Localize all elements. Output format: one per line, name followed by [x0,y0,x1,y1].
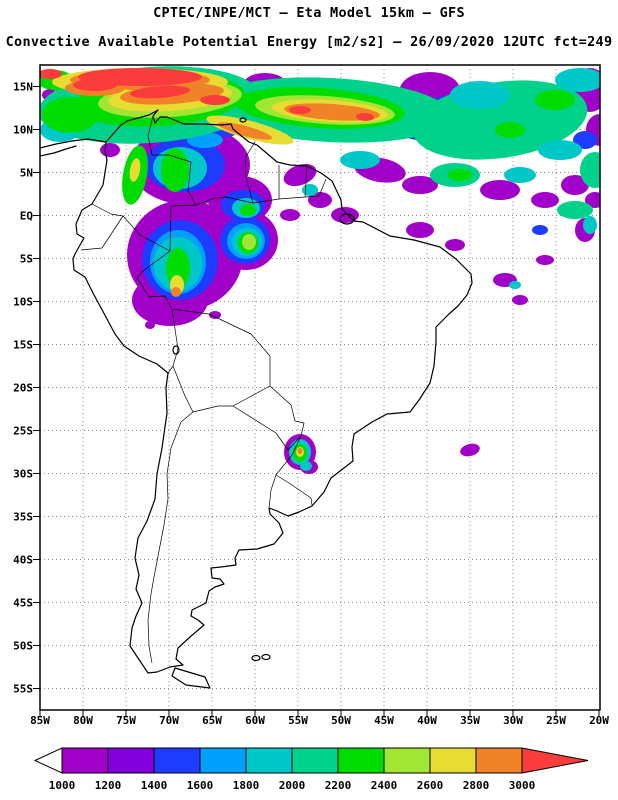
lon-label: 45W [374,714,394,727]
central-america-coastline [40,138,107,157]
colorbar-segment [429,747,477,774]
country-borders [80,115,327,664]
lat-label: 15N [13,81,33,94]
colorbar-segment [383,747,431,774]
lon-label: 60W [245,714,265,727]
lat-label: EQ [20,210,34,223]
cape-colorbar: 1000 1200 1400 1600 1800 2000 2200 2400 … [33,747,589,792]
lon-label: 70W [159,714,179,727]
colorbar-label: 3000 [509,779,536,792]
lat-label: 30S [13,468,33,481]
latitude-labels: 15N 10N 5N EQ 5S 10S 15S 20S 25S 30S 35S… [13,81,33,696]
colorbar-segment [337,747,385,774]
lon-label: 25W [546,714,566,727]
lon-label: 35W [460,714,480,727]
lon-label: 65W [202,714,222,727]
latitude-ticks [33,86,40,689]
lon-label: 20W [589,714,609,727]
colorbar-label: 1400 [141,779,168,792]
lon-label: 50W [331,714,351,727]
colorbar-segment [107,747,155,774]
colorbar-arrow-high [521,747,589,774]
lat-label: 10S [13,296,33,309]
lat-label: 40S [13,554,33,567]
colorbar-label: 1600 [187,779,214,792]
colorbar-segment [61,747,109,774]
lon-label: 55W [288,714,308,727]
lon-label: 75W [116,714,136,727]
south-america-coastline [72,109,473,674]
lat-label: 20S [13,382,33,395]
graticule-grid [40,65,600,710]
map-frame [39,64,601,711]
colorbar-label: 1200 [95,779,122,792]
colorbar-label: 2600 [417,779,444,792]
cape-shaded-field [40,66,600,474]
lon-label: 30W [503,714,523,727]
page-title: CPTEC/INPE/MCT – Eta Model 15km – GFS [153,5,465,21]
colorbar-label: 1800 [233,779,260,792]
lat-label: 50S [13,640,33,653]
longitude-labels: 85W 80W 75W 70W 65W 60W 55W 50W 45W 40W … [30,714,609,727]
lat-label: 5S [20,253,33,266]
colorbar-segment [245,747,293,774]
lat-label: 55S [13,683,33,696]
colorbar-label: 2000 [279,779,306,792]
colorbar-arrow-low [33,747,63,774]
colorbar-labels: 1000 1200 1400 1600 1800 2000 2200 2400 … [49,779,536,792]
colorbar-label: 2200 [325,779,352,792]
colorbar-label: 2800 [463,779,490,792]
colorbar-segment [199,747,247,774]
islands-outline [171,117,355,689]
colorbar-segment [291,747,339,774]
colorbar-segment [475,747,523,774]
lon-label: 40W [417,714,437,727]
lat-label: 25S [13,425,33,438]
colorbar-segment [153,747,201,774]
lat-label: 10N [13,124,33,137]
lat-label: 15S [13,339,33,352]
longitude-ticks [39,710,600,717]
page-subtitle: Convective Available Potential Energy [m… [6,34,613,50]
lat-label: 5N [20,167,33,180]
lat-label: 35S [13,511,33,524]
colorbar-label: 1000 [49,779,76,792]
lat-label: 45S [13,597,33,610]
colorbar-label: 2400 [371,779,398,792]
lon-label: 85W [30,714,50,727]
lon-label: 80W [73,714,93,727]
